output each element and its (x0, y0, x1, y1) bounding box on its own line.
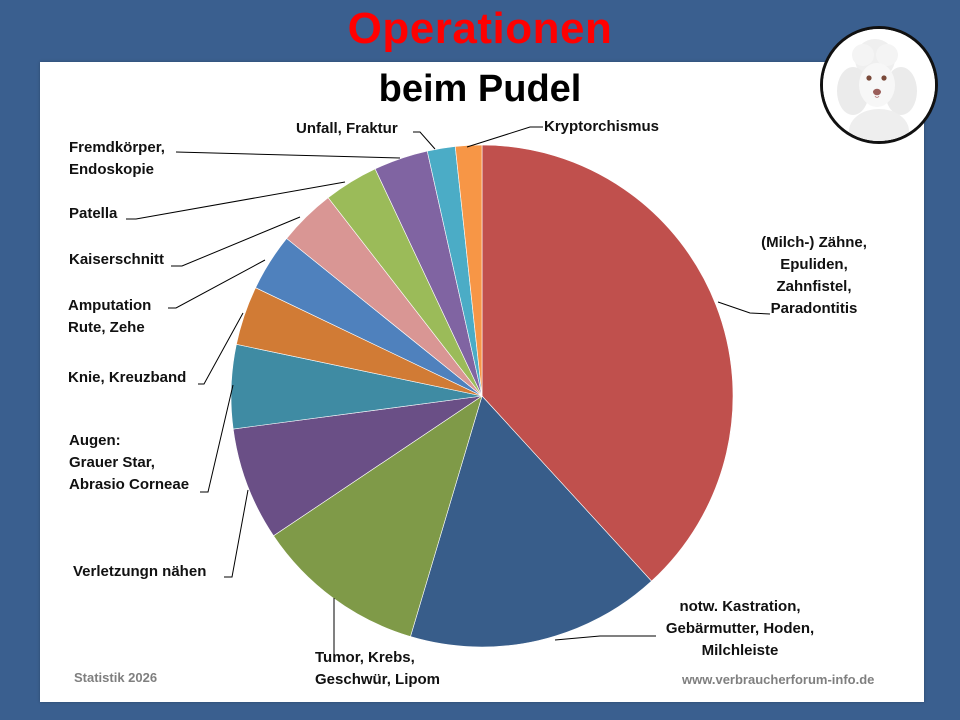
label-line: Geschwür, Lipom (315, 671, 441, 688)
label-line: Verletzungn nähen (73, 563, 207, 580)
footer-website: www.verbraucherforum-info.de (682, 672, 875, 687)
pie-slice (481, 144, 734, 582)
leader-line-kaiserschnitt (171, 216, 301, 267)
label-kryptorchismus: Kryptorchismus (544, 116, 659, 138)
label-line: Gebärmutter, Hoden, (665, 620, 815, 637)
label-line: Tumor, Krebs, (315, 649, 415, 666)
leader-line-amputation (168, 259, 266, 309)
leader-line-patella (126, 181, 346, 220)
page-subtitle: beim Pudel (378, 68, 582, 110)
label-verletzungen: Verletzungn nähen (73, 561, 206, 583)
label-line: Knie, Kreuzband (68, 369, 187, 386)
label-line: Endoskopie (69, 161, 155, 178)
label-line: Patella (69, 205, 118, 222)
label-line: Rute, Zehe (68, 319, 145, 336)
label-amputation: Amputation Rute, Zehe (68, 295, 151, 339)
footer-statistik: Statistik 2026 (74, 670, 158, 685)
leader-lines (126, 126, 771, 658)
label-fremdkoerper: Fremdkörper, Endoskopie (69, 137, 165, 181)
pie-slices (230, 144, 734, 648)
pie-slice (273, 395, 483, 637)
poodle-portrait-icon (820, 26, 938, 144)
pie-slice (454, 144, 483, 397)
page-title: Operationen (347, 4, 613, 53)
label-line: Augen: (69, 432, 121, 449)
label-line: Paradontitis (770, 300, 858, 317)
label-line: (Milch-) Zähne, (761, 234, 867, 251)
label-knie: Knie, Kreuzband (68, 367, 186, 389)
leader-line-fremdkoerper (175, 151, 401, 159)
pie-slice (232, 395, 483, 537)
leader-line-zaehne (717, 301, 771, 315)
label-kastration: notw. Kastration, Gebärmutter, Hoden, Mi… (650, 596, 830, 662)
label-patella: Patella (69, 203, 117, 225)
label-line: Amputation (68, 297, 152, 314)
leader-line-unfall (413, 131, 436, 150)
label-zaehne: (Milch-) Zähne, Epuliden, Zahnfistel, Pa… (752, 232, 876, 320)
label-line: Kryptorchismus (544, 118, 660, 135)
pie-slice (410, 395, 652, 648)
leader-line-kryptorchismus (466, 126, 543, 148)
label-line: Kaiserschnitt (69, 251, 165, 268)
label-line: Grauer Star, (69, 454, 155, 471)
label-kaiserschnitt: Kaiserschnitt (69, 249, 164, 271)
leader-line-augen (200, 384, 234, 493)
label-line: Zahnfistel, (776, 278, 852, 295)
leader-line-kastration (554, 635, 656, 641)
label-line: Epuliden, (780, 256, 848, 273)
label-line: Fremdkörper, (69, 139, 165, 156)
label-line: Abrasio Corneae (69, 476, 190, 493)
label-augen: Augen: Grauer Star, Abrasio Corneae (69, 430, 189, 496)
leader-line-verletzungen (224, 489, 249, 578)
label-tumor: Tumor, Krebs, Geschwür, Lipom (315, 647, 440, 691)
label-line: Milchleiste (701, 642, 779, 659)
label-line: Unfall, Fraktur (296, 120, 398, 137)
leader-line-knie (198, 312, 244, 385)
label-line: notw. Kastration, (679, 598, 801, 615)
label-unfall: Unfall, Fraktur (296, 118, 398, 140)
